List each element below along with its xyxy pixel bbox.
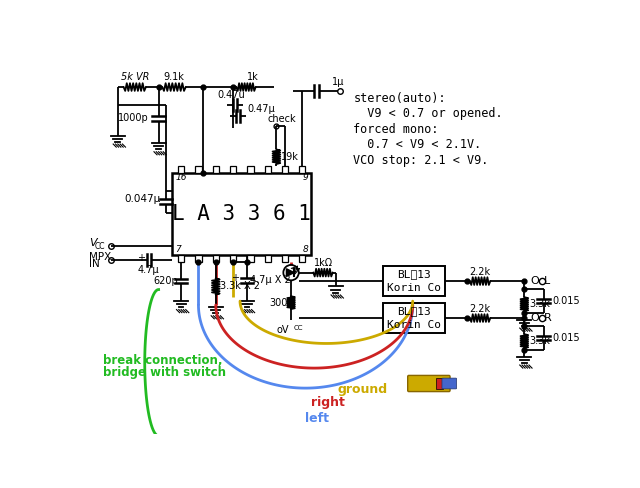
Text: O: O — [530, 313, 539, 323]
Text: 5k VR: 5k VR — [120, 72, 149, 82]
Text: break connection,: break connection, — [103, 354, 223, 367]
Text: 0.015: 0.015 — [552, 333, 580, 343]
Bar — [247, 255, 253, 262]
Text: 0.015: 0.015 — [552, 296, 580, 306]
Bar — [230, 165, 236, 173]
Text: BL⁳13
Korin Co: BL⁳13 Korin Co — [387, 306, 441, 330]
Bar — [282, 165, 288, 173]
Text: 0.47u: 0.47u — [218, 90, 246, 100]
Text: 7: 7 — [175, 245, 181, 254]
Text: IN: IN — [90, 259, 100, 269]
FancyBboxPatch shape — [442, 378, 456, 389]
Bar — [178, 165, 184, 173]
Text: +: + — [231, 273, 239, 284]
Bar — [265, 255, 271, 262]
Text: CC: CC — [95, 242, 105, 251]
Bar — [195, 255, 202, 262]
Bar — [282, 255, 288, 262]
Bar — [230, 255, 236, 262]
Text: 1μ: 1μ — [332, 77, 344, 87]
Text: left: left — [305, 412, 329, 425]
Text: MPX: MPX — [90, 252, 111, 262]
Text: R: R — [545, 313, 552, 323]
Text: check: check — [268, 114, 296, 123]
Bar — [247, 165, 253, 173]
Text: VCO stop: 2.1 < V9.: VCO stop: 2.1 < V9. — [353, 154, 489, 167]
Bar — [383, 266, 445, 296]
Text: 0.47μ: 0.47μ — [247, 103, 275, 114]
Text: 0.7 < V9 < 2.1V.: 0.7 < V9 < 2.1V. — [353, 138, 482, 151]
Text: 16: 16 — [175, 173, 187, 183]
Text: 9: 9 — [302, 173, 308, 183]
Text: L: L — [545, 276, 550, 286]
Bar — [195, 165, 202, 173]
FancyBboxPatch shape — [408, 375, 450, 391]
Text: L A 3 3 6 1: L A 3 3 6 1 — [172, 203, 311, 224]
Text: 2.2k: 2.2k — [469, 304, 490, 314]
Bar — [212, 165, 219, 173]
Bar — [265, 165, 271, 173]
Text: 1000p: 1000p — [118, 113, 148, 123]
Bar — [436, 378, 443, 389]
Text: 3.3k: 3.3k — [530, 336, 550, 346]
Text: 9.1k: 9.1k — [164, 72, 184, 82]
Text: V: V — [90, 238, 97, 248]
Text: 1k: 1k — [246, 72, 259, 82]
Bar — [300, 255, 305, 262]
Text: 1kΩ: 1kΩ — [314, 258, 333, 267]
Text: 620p: 620p — [154, 276, 178, 286]
Bar — [300, 165, 305, 173]
Text: 0.047μ: 0.047μ — [125, 195, 161, 204]
Bar — [172, 173, 311, 255]
Text: ground: ground — [337, 383, 387, 396]
Text: 4.7μ X 2: 4.7μ X 2 — [250, 275, 291, 285]
Text: oV: oV — [276, 325, 289, 335]
Bar — [212, 255, 219, 262]
Text: 300: 300 — [269, 298, 287, 307]
Text: 4.7μ: 4.7μ — [138, 264, 159, 275]
Text: BL⁳13
Korin Co: BL⁳13 Korin Co — [387, 269, 441, 293]
Text: V9 < 0.7 or opened.: V9 < 0.7 or opened. — [353, 107, 503, 121]
Text: 8: 8 — [302, 245, 308, 254]
Text: 19k: 19k — [281, 152, 299, 162]
Text: 2.2k: 2.2k — [469, 267, 490, 277]
Polygon shape — [287, 269, 294, 277]
Text: right: right — [311, 396, 345, 409]
Bar — [178, 255, 184, 262]
Text: +: + — [137, 253, 145, 264]
Text: O: O — [530, 276, 539, 286]
Bar — [383, 304, 445, 333]
Text: forced mono:: forced mono: — [353, 123, 439, 136]
Text: 3.3k: 3.3k — [530, 299, 550, 309]
Text: 3.3k X 2: 3.3k X 2 — [220, 282, 260, 291]
Text: stereo(auto):: stereo(auto): — [353, 92, 446, 105]
Text: bridge with switch: bridge with switch — [103, 366, 226, 379]
Text: CC: CC — [293, 325, 303, 331]
